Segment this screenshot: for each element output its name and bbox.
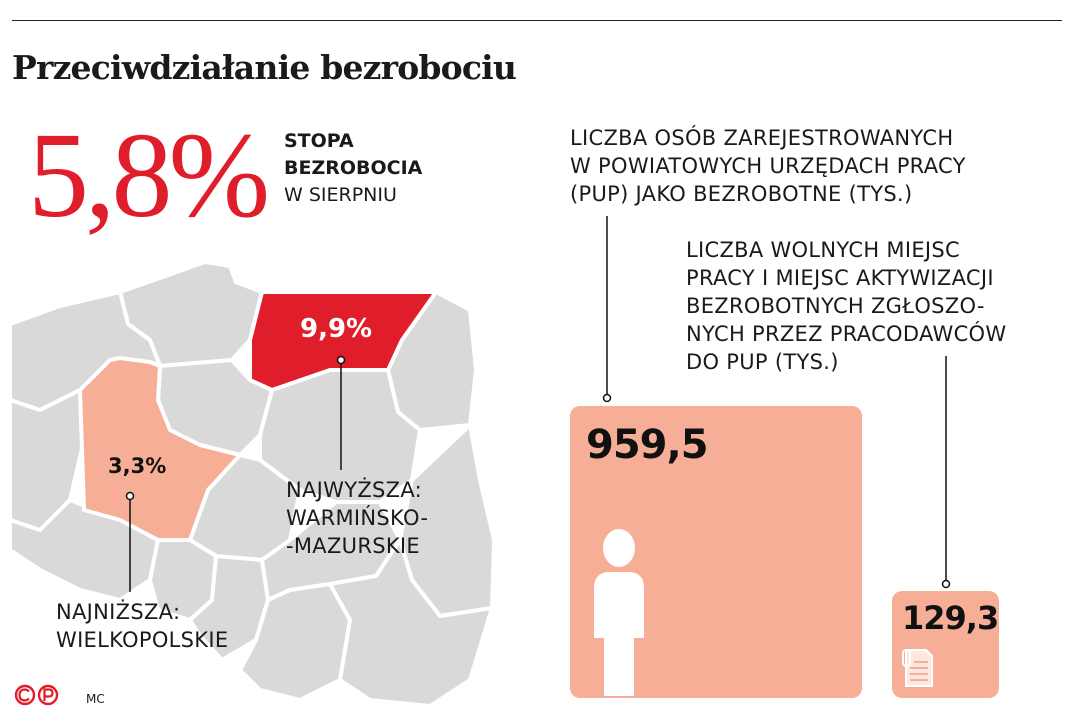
highest-label: NAJWYŻSZA: WARMIŃSKO- -MAZURSKIE — [286, 476, 428, 560]
registered-label-line2: W POWIATOWYCH URZĘDACH PRACY — [570, 154, 966, 178]
registered-label: LICZBA OSÓB ZAREJESTROWANYCH W POWIATOWY… — [570, 124, 966, 208]
lowest-label: NAJNIŻSZA: WIELKOPOLSKIE — [56, 598, 228, 654]
headline-label-line1: STOPA — [284, 130, 354, 152]
headline-label: STOPA BEZROBOCIA W SIERPNIU — [284, 128, 422, 209]
vacancies-connector-dot — [941, 579, 951, 589]
region-malopolskie — [238, 582, 352, 702]
highest-label-line2: WARMIŃSKO- — [286, 506, 429, 530]
lowest-dot — [125, 491, 135, 501]
headline-label-line3: W SIERPNIU — [284, 184, 397, 206]
registered-value: 959,5 — [586, 422, 709, 468]
vacancies-value: 129,3 — [902, 599, 999, 637]
registered-label-line3: (PUP) JAKO BEZROBOTNE (TYS.) — [570, 182, 913, 206]
lowest-label-line2: WIELKOPOLSKIE — [56, 628, 229, 652]
vacancies-label-line1: LICZBA WOLNYCH MIEJSC — [686, 238, 960, 262]
headline-rate: 5,8% — [28, 108, 270, 243]
person-icon — [594, 529, 644, 696]
author-credit: MC — [86, 692, 105, 706]
registered-label-line1: LICZBA OSÓB ZAREJESTROWANYCH — [570, 126, 954, 150]
document-icon — [902, 649, 933, 687]
lowest-label-line1: NAJNIŻSZA: — [56, 600, 181, 624]
registered-connector-dot — [602, 393, 612, 403]
top-rule — [12, 20, 1062, 21]
region-warminsko-mazurskie — [248, 290, 438, 392]
region-podkarpackie — [328, 538, 494, 708]
highest-label-line1: NAJWYŻSZA: — [286, 478, 423, 502]
copyright-logo — [14, 684, 59, 706]
highest-rate: 9,9% — [300, 314, 373, 344]
vacancies-label-line4: NYCH PRZEZ PRACODAWCÓW — [686, 322, 1007, 346]
vacancies-label-line3: BEZROBOTNYCH ZGŁOSZO- — [686, 294, 985, 318]
highest-dot — [336, 355, 346, 365]
vacancies-label: LICZBA WOLNYCH MIEJSC PRACY I MIEJSC AKT… — [686, 236, 1006, 376]
poland-map — [8, 260, 496, 708]
page-title: Przeciwdziałanie bezrobociu — [12, 48, 517, 87]
lowest-rate: 3,3% — [108, 454, 167, 478]
vacancies-label-line5: DO PUP (TYS.) — [686, 350, 839, 374]
headline-label-line2: BEZROBOCIA — [284, 157, 423, 179]
region-wielkopolskie — [78, 356, 242, 542]
highest-label-line3: -MAZURSKIE — [286, 534, 420, 558]
vacancies-label-line2: PRACY I MIEJSC AKTYWIZACJI — [686, 266, 994, 290]
